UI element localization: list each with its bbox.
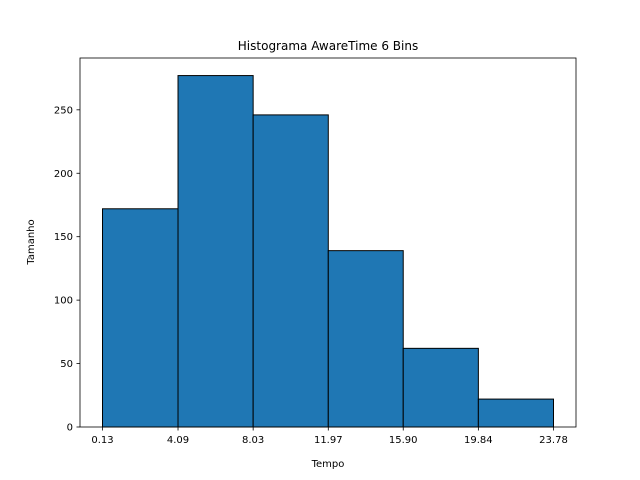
y-tick-label: 250: [54, 105, 73, 116]
x-tick-label: 15.90: [389, 435, 418, 446]
histogram-bar-4: [327, 250, 404, 428]
x-tick-label: 8.03: [242, 435, 264, 446]
x-tick-label: 11.97: [314, 435, 343, 446]
x-axis-label: Tempo: [311, 459, 345, 470]
y-axis-label: Tamanho: [26, 219, 37, 265]
histogram-bar-2: [177, 75, 254, 428]
histogram-bar-5: [402, 347, 479, 428]
x-tick-label: 23.78: [539, 435, 568, 446]
y-axis: 0 50 100 150 200 250: [54, 105, 80, 434]
histogram-bar-1: [102, 208, 179, 428]
x-axis: 0.13 4.09 8.03 11.97 15.90 19.84 23.78: [91, 427, 568, 446]
bars-group: [102, 75, 554, 428]
y-tick-label: 150: [54, 232, 73, 243]
x-tick-label: 0.13: [91, 435, 113, 446]
histogram-bar-3: [252, 114, 329, 428]
chart-title: Histograma AwareTime 6 Bins: [238, 39, 418, 53]
x-tick-label: 19.84: [464, 435, 493, 446]
y-tick-label: 50: [60, 359, 73, 370]
y-tick-label: 100: [54, 296, 73, 307]
histogram-bar-6: [477, 398, 554, 428]
x-tick-label: 4.09: [167, 435, 189, 446]
y-tick-label: 0: [67, 423, 73, 434]
y-tick-label: 200: [54, 169, 73, 180]
